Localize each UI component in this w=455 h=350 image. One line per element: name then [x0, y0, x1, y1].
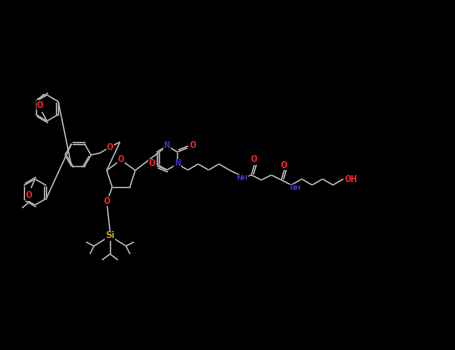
Text: O: O [37, 100, 43, 110]
Text: Si: Si [105, 231, 115, 240]
Text: O: O [189, 141, 196, 150]
Text: O: O [26, 191, 32, 201]
Text: O: O [281, 161, 288, 169]
Text: O: O [251, 155, 258, 164]
Text: N: N [164, 141, 170, 150]
Text: NH: NH [289, 185, 301, 191]
Text: OH: OH [345, 175, 358, 183]
Text: O: O [149, 160, 155, 168]
Text: O: O [118, 155, 124, 164]
Text: O: O [104, 197, 111, 206]
Text: N: N [174, 160, 181, 168]
Text: O: O [107, 142, 113, 152]
Text: NH: NH [237, 175, 248, 181]
